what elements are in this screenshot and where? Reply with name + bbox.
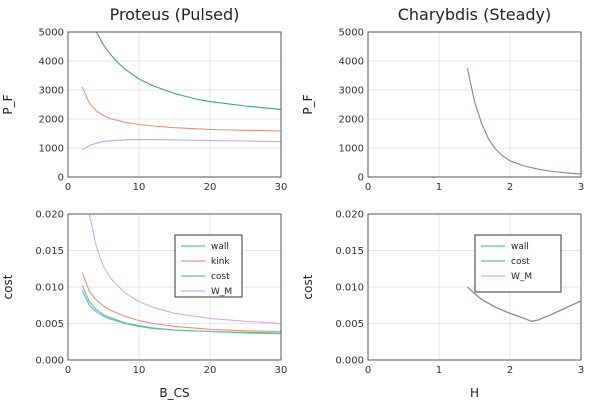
plot-frame (367, 213, 582, 361)
series-line-1 (81, 86, 282, 132)
y-axis-label: P_F (1, 94, 15, 114)
x-tick-label: 0 (65, 182, 71, 193)
y-tick-label: 5000 (339, 28, 364, 39)
series-line-2 (81, 139, 282, 151)
y-tick-label: 0.000 (35, 356, 64, 367)
x-tick-label: 2 (507, 182, 513, 193)
y-tick-label: 0.010 (35, 283, 64, 294)
x-tick-label: 10 (133, 182, 146, 193)
y-tick-label: 0.005 (35, 319, 64, 330)
legend: wall kink cost W_M (174, 234, 243, 298)
legend-entry: W_M (211, 287, 232, 297)
x-tick-label: 0 (365, 182, 371, 193)
x-tick-label: 1 (436, 182, 442, 193)
series-line-1 (81, 272, 282, 333)
y-tick-label: 0 (58, 173, 64, 184)
chart-panel-1: 0 1 2 3 0 1000 2000 3000 4000 5000 Charybdis (Stea… (301, 5, 584, 193)
plot-frame (367, 31, 582, 178)
y-tick-label: 4000 (39, 57, 64, 68)
legend-entry: wall (211, 242, 229, 252)
y-tick-label: 0.005 (335, 319, 364, 330)
legend-box (474, 234, 562, 293)
y-tick-label: 0.020 (335, 210, 364, 221)
y-tick-label: 1000 (339, 144, 364, 155)
y-tick-label: 4000 (339, 57, 364, 68)
x-tick-label: 2 (507, 365, 513, 376)
y-tick-label: 3000 (339, 86, 364, 97)
x-tick-label: 0 (365, 365, 371, 376)
series-line-0 (466, 68, 582, 175)
y-tick-label: 1000 (39, 144, 64, 155)
x-tick-label: 3 (578, 182, 584, 193)
chart-title: Proteus (Pulsed) (110, 5, 240, 24)
x-axis-label: H (470, 386, 479, 400)
series-line-0 (95, 31, 282, 110)
series-line-3 (467, 286, 582, 322)
y-tick-label: 3000 (39, 86, 64, 97)
legend: wall cost W_M (474, 234, 562, 293)
x-tick-label: 3 (578, 365, 584, 376)
y-axis-label: P_F (301, 94, 315, 114)
x-tick-label: 30 (275, 182, 288, 193)
x-tick-label: 20 (204, 182, 217, 193)
x-axis-label: B_CS (159, 386, 189, 400)
y-tick-label: 2000 (339, 115, 364, 126)
legend-entry: W_M (511, 272, 532, 282)
x-tick-label: 10 (133, 365, 146, 376)
chart-title: Charybdis (Steady) (398, 5, 552, 24)
legend-entry: cost (211, 272, 230, 282)
x-tick-label: 0 (65, 365, 71, 376)
y-tick-label: 2000 (39, 115, 64, 126)
y-tick-label: 5000 (39, 28, 64, 39)
chart-panel-2: 0 10 20 30 0.000 0.005 0.010 0.015 0.020 cost B_CS… (1, 210, 287, 400)
plot-frame (67, 31, 282, 178)
chart-panel-0: 0 10 20 30 0 1000 2000 3000 4000 5000 Proteus (Pul… (1, 5, 287, 193)
series-line-2 (81, 285, 282, 334)
legend-box (174, 234, 243, 298)
plot-frame (67, 213, 282, 361)
legend-entry: wall (511, 242, 529, 252)
y-tick-label: 0.000 (335, 356, 364, 367)
y-axis-label: cost (1, 274, 15, 299)
y-tick-label: 0.010 (335, 283, 364, 294)
legend-entry: kink (211, 257, 230, 267)
legend-entry: cost (511, 257, 530, 267)
y-tick-label: 0.015 (335, 246, 364, 257)
y-tick-label: 0 (358, 173, 364, 184)
x-tick-label: 20 (204, 365, 217, 376)
x-tick-label: 1 (436, 365, 442, 376)
x-tick-label: 30 (275, 365, 288, 376)
y-tick-label: 0.020 (35, 210, 64, 221)
y-axis-label: cost (301, 274, 315, 299)
series-line-3 (88, 213, 282, 325)
y-tick-label: 0.015 (35, 246, 64, 257)
